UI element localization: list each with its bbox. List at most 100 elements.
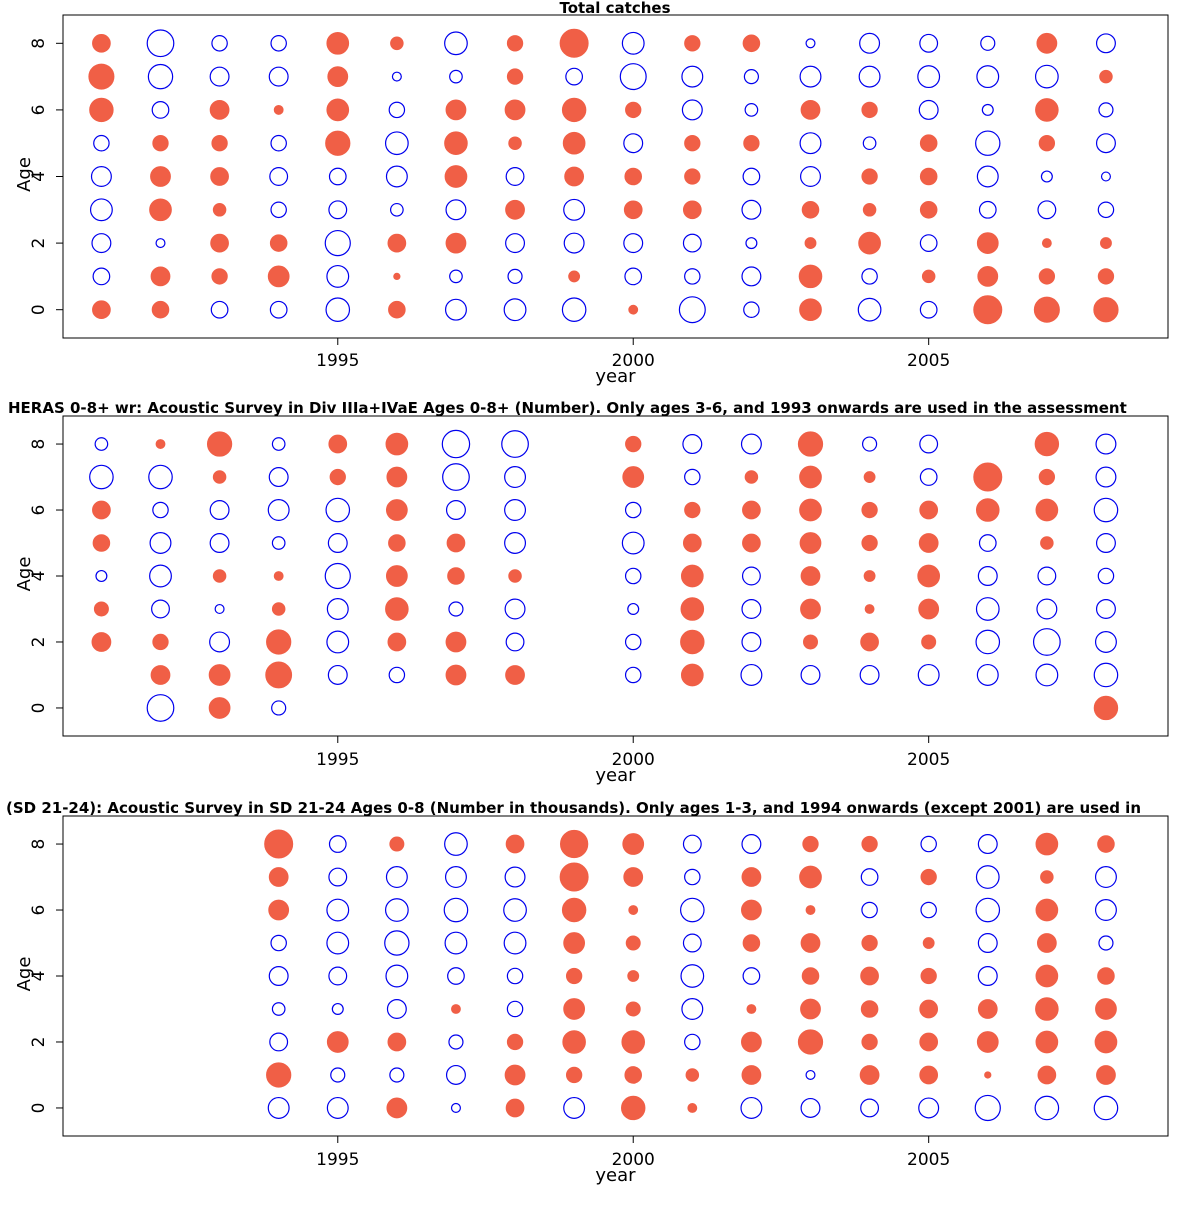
bubble-negative [800,166,821,187]
bubble-positive [922,937,935,949]
bubble-negative [269,300,288,319]
bubble-negative [151,599,170,619]
bubble-positive [1096,1065,1116,1085]
bubble-positive [561,97,587,123]
y-tick-label: 8 [29,38,49,49]
bubble-positive [863,570,876,582]
bubble-positive [505,1098,525,1118]
bubble-negative [271,437,286,451]
bubble-negative [1034,1095,1060,1121]
bubble-positive [506,68,524,85]
bubble-positive [1097,835,1115,853]
bubble-negative [974,1094,1001,1122]
bubble-positive [328,434,348,454]
bubble-positive [1036,32,1058,54]
bubble-negative [326,598,349,620]
bubble-positive [385,565,408,587]
bubble-negative [268,467,289,488]
bubble-negative [267,1096,290,1119]
bubble-positive [265,661,293,689]
bubble-positive [918,598,940,620]
bubble-positive [564,166,585,187]
bubble-positive [621,1095,646,1121]
bubble-negative [93,134,110,152]
bubble-negative [94,437,109,451]
bubble-positive [326,98,350,122]
bubble-positive [799,298,822,322]
bubble-negative [324,562,351,590]
bubble-positive [559,862,589,892]
x-tick-label: 1995 [316,750,359,770]
bubble-positive [273,104,284,115]
bubble-positive [680,564,704,588]
y-tick-label: 8 [29,839,49,850]
bubble-positive [862,203,877,217]
bubble-negative [155,238,166,249]
bubble-positive [266,1062,292,1088]
bubble-positive [1035,898,1059,922]
bubble-negative [328,835,347,853]
bubble-positive [208,664,231,686]
bubble-positive [559,829,589,859]
bubble-positive [921,634,937,650]
bubble-negative [1095,133,1116,154]
bubble-positive [561,897,587,923]
bubble-negative [504,466,527,489]
bubble-positive [1093,297,1119,323]
bubble-negative [741,598,762,619]
x-axis-label: year [595,366,636,387]
bubble-positive [861,934,878,952]
bubble-negative [684,268,701,285]
bubble-negative [1094,630,1117,653]
bubble-positive [860,1000,879,1018]
bubble-negative [1097,567,1115,585]
bubble-positive [151,300,170,319]
bubble-positive [684,168,701,185]
bubble-negative [563,198,586,221]
bubble-positive [859,1065,880,1085]
bubble-negative [384,898,409,922]
bubble-positive [505,665,525,685]
bubble-negative [619,63,647,91]
bubble-negative [444,931,468,955]
bubble-negative [326,898,350,922]
bubble-negative [741,566,761,586]
bubble-negative [977,834,998,855]
bubble-negative [1094,899,1117,922]
bubble-negative [443,897,469,923]
bubble-positive [1035,1030,1059,1054]
bubble-positive [623,200,643,220]
bubble-negative [1095,433,1117,455]
bubble-positive [212,569,227,583]
bubble-positive [920,967,937,985]
chart-panel-1: Total catches 1995 2000 2005 0 2 4 6 8 year Age [14,0,1169,387]
bubble-negative [267,499,290,522]
bubble-negative [504,499,527,522]
bubble-negative [325,497,351,523]
bubble-negative [980,35,996,51]
bubble-negative [95,569,108,583]
bubble-negative [447,967,465,985]
bubble-positive [150,266,171,287]
bubble-negative [624,567,642,585]
bubble-negative [1095,598,1116,619]
bubble-negative [682,434,703,455]
bubble-positive [860,966,879,986]
bubble-positive [211,268,228,285]
bubble-positive [267,265,290,288]
bubble-negative [390,202,404,217]
bubble-negative [270,934,287,952]
bubble-negative [328,867,348,887]
x-tick-label: 2000 [612,750,655,770]
bubble-negative [328,167,347,186]
bubble-positive [1035,832,1059,856]
bubble-negative [975,130,1001,156]
bubble-positive [385,499,408,521]
bubble-negative [1094,866,1117,889]
bubble-negative [977,566,998,586]
bubble-negative [441,429,471,459]
bubble-negative [385,165,408,188]
bubble-negative [149,564,172,588]
bubble-positive [1097,268,1115,285]
bubble-positive [1033,296,1060,323]
